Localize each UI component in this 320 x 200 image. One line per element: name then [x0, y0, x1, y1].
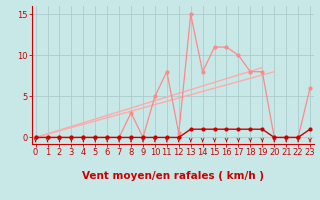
X-axis label: Vent moyen/en rafales ( km/h ): Vent moyen/en rafales ( km/h ) — [82, 171, 264, 181]
